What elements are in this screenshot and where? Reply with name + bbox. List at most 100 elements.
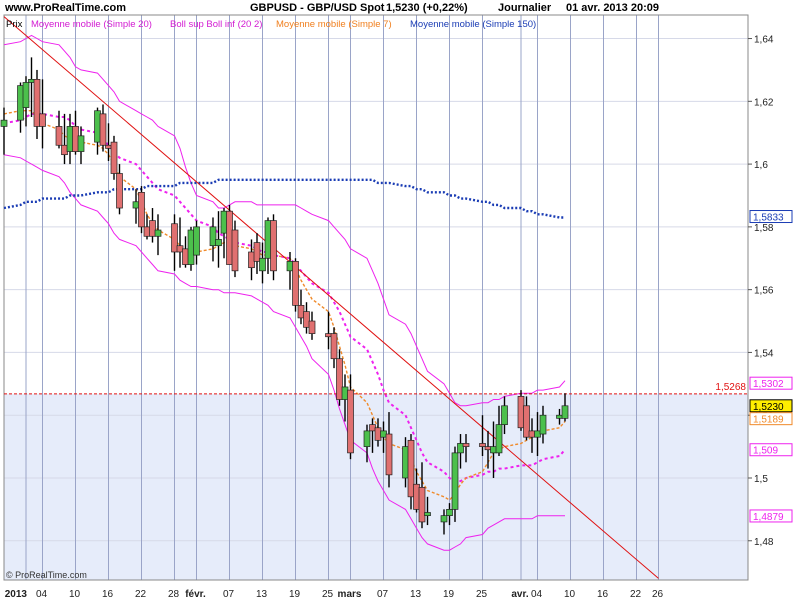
candle-body	[94, 110, 101, 143]
candle-body	[402, 446, 409, 479]
candle-body	[385, 433, 393, 476]
legend-item: Prix	[6, 19, 23, 30]
legend-item: Moyenne mobile (Simple 7)	[276, 19, 392, 30]
candle-body	[55, 126, 63, 146]
candle-body	[143, 226, 151, 237]
candle-body	[253, 242, 261, 262]
instrument-title: GBPUSD - GBP/USD Spot	[250, 2, 385, 14]
candle-body	[28, 78, 35, 83]
price-tag-box	[749, 412, 793, 426]
quote-value: 1,5230 (+0,22%)	[386, 2, 468, 14]
candle-body	[259, 257, 266, 272]
candle-body	[215, 239, 222, 247]
x-tick-label: 22	[630, 589, 642, 600]
x-tick-label: avr.	[511, 589, 528, 600]
candle-body	[39, 113, 46, 127]
candle-body	[226, 210, 233, 265]
datetime-label: 01 avr. 2013 20:09	[566, 2, 659, 14]
candle-body	[209, 226, 217, 247]
candle-body	[33, 78, 41, 127]
x-tick-label: 16	[102, 589, 114, 600]
candle-body	[154, 229, 162, 237]
x-tick-label: 13	[256, 589, 268, 600]
y-tick-label: 1,6	[754, 160, 768, 171]
plot-border	[3, 14, 749, 581]
bollinger-upper-line	[3, 34, 566, 407]
candle-body	[556, 414, 563, 419]
candle-body	[99, 113, 107, 146]
candle-body	[171, 223, 178, 253]
y-tick-label: 1,48	[754, 537, 774, 548]
candle-body	[264, 220, 272, 259]
candle-body	[286, 261, 294, 272]
price-tag-label: 1,5230	[753, 402, 784, 413]
candle-body	[534, 430, 541, 438]
candle-body	[501, 405, 508, 425]
candle-body	[72, 126, 79, 152]
candle-body	[110, 141, 118, 174]
candle-body	[374, 427, 382, 441]
horizontal-level-label: 1,5268	[715, 382, 746, 393]
candle-body	[336, 358, 343, 400]
candle-body	[66, 126, 74, 152]
candle-body	[413, 483, 420, 510]
candle-body	[193, 226, 200, 256]
trendline	[3, 16, 659, 579]
x-tick-label: 04	[531, 589, 543, 600]
candle-body	[61, 144, 68, 156]
candle-body	[248, 251, 255, 269]
x-tick-label: 07	[223, 589, 235, 600]
x-tick-label: 2013	[5, 589, 28, 600]
candle-body	[341, 386, 349, 400]
price-tag-label: 1,5189	[753, 415, 784, 426]
bollinger-lower-line	[3, 154, 565, 551]
candle-body	[187, 229, 195, 265]
candle-body	[303, 311, 310, 328]
site-name: www.ProRealTime.com	[4, 2, 126, 14]
candle-body	[138, 191, 145, 228]
candle-body	[116, 173, 123, 209]
x-tick-label: 19	[289, 589, 301, 600]
y-tick-label: 1,64	[754, 35, 774, 46]
y-tick-label: 1,56	[754, 286, 774, 297]
period-label: Journalier	[498, 2, 552, 14]
candle-body	[451, 452, 459, 510]
x-tick-label: 28	[168, 589, 180, 600]
candle-body	[418, 487, 426, 523]
candle-body	[369, 424, 376, 432]
candle-body	[231, 229, 239, 272]
candle-body	[561, 405, 569, 419]
candle-body	[363, 430, 371, 447]
candle-body	[292, 261, 299, 306]
x-tick-label: 26	[652, 589, 664, 600]
price-tag-box	[749, 443, 793, 457]
price-tag-label: 1,4879	[753, 512, 784, 523]
candle-body	[539, 414, 547, 435]
candle-body	[17, 85, 24, 121]
price-tag-box	[749, 509, 793, 523]
price-tag-label: 1,509	[753, 446, 778, 457]
candle-body	[77, 135, 85, 152]
candle-body	[325, 333, 332, 338]
x-tick-label: mars	[338, 589, 362, 600]
price-tag-box	[749, 376, 793, 390]
candle-body	[0, 119, 8, 127]
x-tick-label: févr.	[185, 589, 206, 600]
y-tick-label: 1,62	[754, 97, 774, 108]
candle-body	[380, 430, 387, 438]
candle-body	[528, 430, 536, 438]
candle-body	[182, 248, 189, 265]
x-tick-label: 16	[597, 589, 609, 600]
candle-body	[347, 389, 354, 454]
watermark: © ProRealTime.com	[6, 570, 87, 580]
candle-body	[330, 333, 338, 360]
candle-body	[523, 405, 530, 438]
price-tag-label: 1,5302	[753, 379, 784, 390]
legend-item: Moyenne mobile (Simple 150)	[410, 19, 536, 30]
price-tag-box	[749, 399, 793, 413]
candle-body	[517, 396, 525, 429]
price-tag-box	[749, 210, 793, 224]
price-tag-label: 1,5833	[753, 213, 784, 224]
legend-item: Moyenne mobile (Simple 20)	[31, 19, 152, 30]
